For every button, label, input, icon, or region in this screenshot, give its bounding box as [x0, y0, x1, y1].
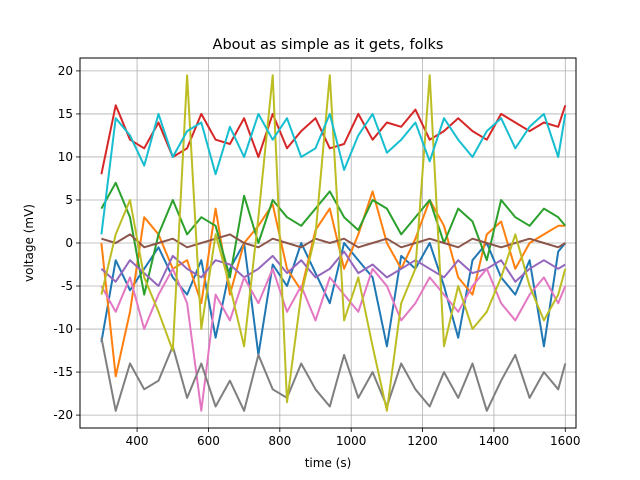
series-line-9	[100, 74, 567, 412]
x-tick-label: 1200	[407, 434, 438, 448]
x-axis-ticks: 400 600 800 1000 1200 1400 1600	[126, 428, 581, 448]
y-tick-label: 0	[65, 236, 73, 250]
x-tick-label: 600	[197, 434, 220, 448]
series-line-7	[100, 267, 567, 412]
y-tick-label: -20	[53, 408, 73, 422]
series-line-6	[101, 233, 566, 249]
x-tick-label: 400	[126, 434, 149, 448]
x-axis-label: time (s)	[305, 456, 352, 470]
y-tick-label: 15	[58, 107, 73, 121]
series-line-5	[100, 250, 566, 287]
y-tick-label: 5	[65, 193, 73, 207]
y-tick-label: 10	[58, 150, 73, 164]
series-line-8	[100, 337, 567, 412]
chart-title: About as simple as it gets, folks	[213, 37, 444, 53]
x-tick-label: 1400	[479, 434, 510, 448]
y-axis-label: voltage (mV)	[22, 204, 36, 282]
y-tick-label: -10	[53, 322, 73, 336]
y-tick-label: 20	[58, 64, 73, 78]
x-tick-label: 800	[268, 434, 291, 448]
y-axis-ticks: -20 -15 -10 -5 0 5 10 15 20	[53, 64, 80, 422]
y-tick-label: -15	[53, 365, 73, 379]
x-tick-label: 1600	[550, 434, 581, 448]
series-line-10	[100, 112, 567, 235]
plot-area	[100, 74, 567, 412]
y-tick-label: -5	[61, 279, 73, 293]
x-tick-label: 1000	[336, 434, 367, 448]
series-line-4	[100, 104, 567, 175]
